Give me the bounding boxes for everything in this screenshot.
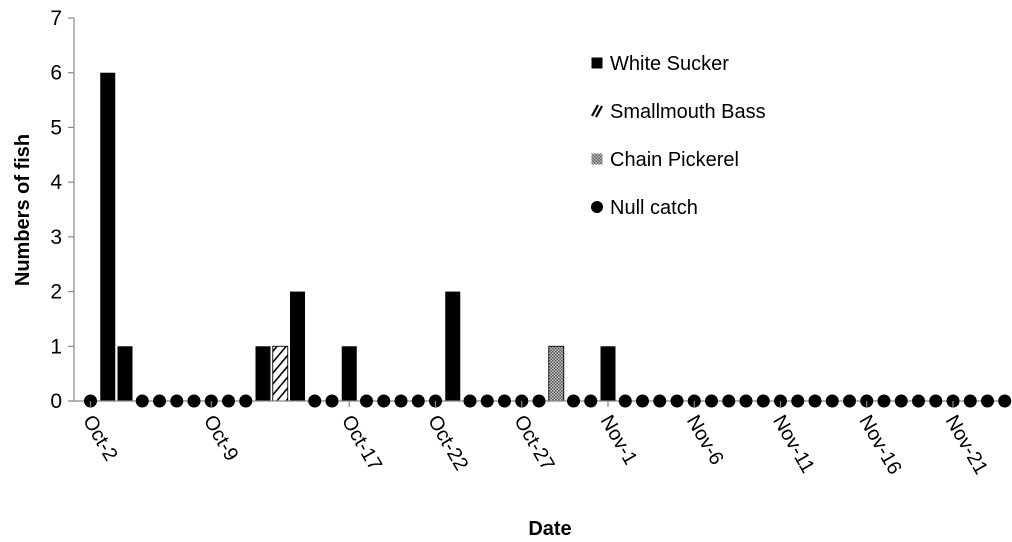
y-tick-label: 7 <box>50 7 62 30</box>
legend-swatch-white-sucker <box>591 57 603 69</box>
bar-white-sucker <box>100 72 116 401</box>
null-catch-marker <box>498 394 511 408</box>
null-catch-marker <box>584 394 598 408</box>
y-tick-label: 3 <box>50 226 62 249</box>
null-catch-marker <box>963 394 977 408</box>
x-tick-label: Nov-6 <box>682 412 728 469</box>
null-catch-marker <box>463 394 477 408</box>
legend: White Sucker Smallmouth Bass Chain Pickere… <box>591 53 766 219</box>
null-catch-marker <box>394 394 408 408</box>
x-tick-label: Nov-16 <box>854 412 905 479</box>
y-tick-label: 4 <box>50 171 62 194</box>
null-catch-marker <box>653 394 667 408</box>
null-catch-marker <box>153 394 166 408</box>
null-catch-marker <box>825 394 839 408</box>
null-catch-marker <box>135 394 149 408</box>
x-tick-label: Nov-11 <box>768 412 819 478</box>
null-catch-marker <box>756 394 770 408</box>
null-catch-marker <box>187 394 201 408</box>
bar-white-sucker <box>117 346 133 401</box>
x-tick-label: Nov-1 <box>596 412 642 469</box>
null-catch-marker <box>670 394 684 408</box>
null-catch-marker <box>325 394 339 408</box>
null-catch-marker <box>377 394 391 408</box>
legend-swatch-smallmouth-bass <box>591 104 599 117</box>
null-catch-marker <box>894 394 908 408</box>
null-catch-marker <box>239 394 253 408</box>
y-tick-label: 6 <box>50 62 62 85</box>
null-catch-marker <box>808 394 822 408</box>
null-catch-marker <box>222 394 235 408</box>
y-tick-label: 5 <box>50 116 62 139</box>
legend-label: Smallmouth Bass <box>610 101 766 123</box>
null-catch-marker <box>843 394 856 408</box>
bar-white-sucker <box>600 346 616 401</box>
null-catch-marker <box>308 394 322 408</box>
bars <box>100 72 616 402</box>
null-catch-marker <box>722 394 736 408</box>
legend-label: Chain Pickerel <box>610 149 739 171</box>
null-catch-marker <box>912 394 925 408</box>
legend-swatch-chain-pickerel <box>591 153 603 165</box>
legend-label: Null catch <box>610 197 698 219</box>
null-catch-marker <box>636 394 649 408</box>
x-axis-ticks: Oct-2 Oct-9 Oct-17 Oct-22 Oct-27 Nov-1 Nov-6 No… <box>78 401 992 479</box>
y-tick-label: 0 <box>50 390 62 413</box>
null-catch-marker <box>170 394 184 408</box>
bar-white-sucker <box>341 346 357 401</box>
null-catch-marker <box>791 394 805 408</box>
y-axis-ticks: 0 1 2 3 4 5 6 7 <box>50 7 74 413</box>
null-catch-marker <box>705 394 718 408</box>
null-catch-marker <box>360 394 373 408</box>
null-catch-marker <box>877 394 891 408</box>
null-catch-marker <box>567 394 580 408</box>
x-tick-label: Oct-2 <box>78 412 122 465</box>
null-catch-marker <box>480 394 494 408</box>
bar-white-sucker <box>445 291 461 401</box>
x-tick-label: Oct-27 <box>509 412 558 475</box>
legend-label: White Sucker <box>610 53 729 75</box>
bar-white-sucker <box>255 346 271 401</box>
bar-chain-pickerel <box>548 345 565 402</box>
y-axis-title: Numbers of fish <box>12 134 34 286</box>
x-tick-label: Oct-9 <box>199 412 243 465</box>
null-catch-marker <box>981 394 994 408</box>
x-tick-label: Oct-22 <box>423 412 472 475</box>
null-catch-markers <box>84 394 1012 408</box>
legend-swatch-smallmouth-bass <box>595 105 603 118</box>
y-tick-label: 1 <box>50 335 62 358</box>
x-axis-title: Date <box>528 518 571 540</box>
x-tick-label: Oct-17 <box>337 412 386 475</box>
null-catch-marker <box>739 394 753 408</box>
bar-white-sucker <box>290 291 305 401</box>
null-catch-marker <box>929 394 943 408</box>
y-tick-label: 2 <box>50 281 62 304</box>
axes <box>73 18 1010 402</box>
null-catch-marker <box>998 394 1012 408</box>
legend-marker-null-catch <box>591 201 603 213</box>
bar-smallmouth-bass <box>272 345 289 402</box>
x-tick-label: Nov-21 <box>941 412 992 479</box>
null-catch-marker <box>618 394 632 408</box>
null-catch-marker <box>532 394 546 408</box>
null-catch-marker <box>411 394 425 408</box>
